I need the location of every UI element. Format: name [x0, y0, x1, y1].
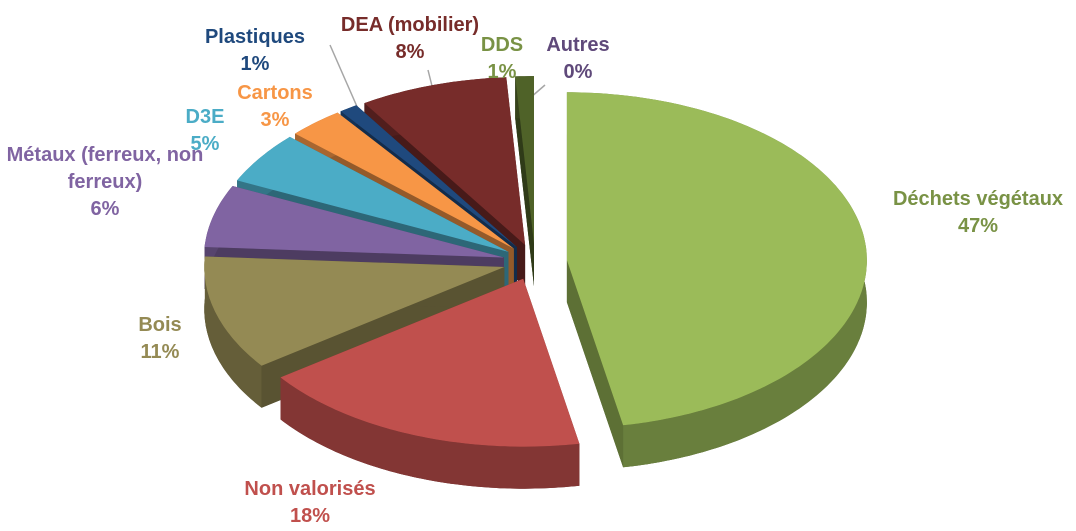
percent-label: 47%	[957, 215, 999, 237]
slice-label: Autres 0%	[528, 32, 628, 86]
slice-label: Déchets végétaux 47%	[848, 186, 1076, 240]
percent-label: 18%	[289, 505, 331, 527]
percent-label: 8%	[395, 41, 425, 63]
slice-label: D3E 5%	[165, 104, 245, 158]
slice	[204, 186, 504, 258]
category-name: Déchets végétaux	[892, 188, 1064, 210]
category-name: Autres	[546, 34, 610, 56]
slice-label: Plastiques 1%	[175, 24, 335, 78]
slice-label: Non valorisés 18%	[180, 476, 440, 530]
category-name: D3E	[185, 106, 225, 128]
slice	[280, 278, 580, 489]
slice-side	[280, 377, 580, 489]
slice-side	[204, 256, 262, 408]
slice-label: Cartons 3%	[215, 80, 335, 134]
slice	[295, 112, 514, 249]
slice	[515, 76, 534, 245]
slice	[204, 256, 505, 366]
slice	[340, 105, 517, 248]
percent-label: 5%	[190, 133, 220, 155]
slice	[566, 92, 867, 468]
category-name: Non valorisés	[244, 478, 376, 500]
percent-label: 3%	[260, 109, 290, 131]
percent-label: 1%	[240, 53, 270, 75]
category-name: DEA (mobilier)	[340, 14, 480, 36]
slice-label: Métaux (ferreux, non ferreux) 6%	[5, 142, 205, 223]
category-name: Cartons	[237, 82, 313, 104]
slice-label: DDS 1%	[472, 32, 532, 86]
slice-label: DEA (mobilier) 8%	[310, 12, 510, 66]
slice	[515, 76, 534, 287]
percent-label: 11%	[140, 341, 180, 363]
slice-label: Bois 11%	[100, 312, 220, 366]
percent-label: 1%	[487, 61, 517, 83]
slice	[237, 136, 509, 252]
percent-label: 6%	[90, 198, 120, 220]
slice	[364, 77, 526, 245]
category-name: Bois	[138, 314, 182, 336]
slice-side	[566, 260, 624, 468]
slice	[566, 92, 867, 426]
category-name: Plastiques	[204, 26, 306, 48]
category-name: Métaux (ferreux, non ferreux)	[6, 144, 204, 193]
category-name: DDS	[480, 34, 524, 56]
percent-label: 0%	[563, 61, 593, 83]
slice	[280, 278, 580, 447]
slice-side	[515, 76, 534, 287]
